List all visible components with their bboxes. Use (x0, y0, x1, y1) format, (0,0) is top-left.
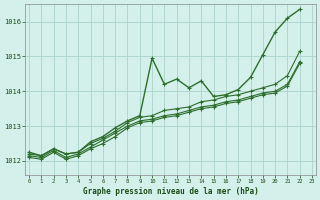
X-axis label: Graphe pression niveau de la mer (hPa): Graphe pression niveau de la mer (hPa) (83, 187, 259, 196)
